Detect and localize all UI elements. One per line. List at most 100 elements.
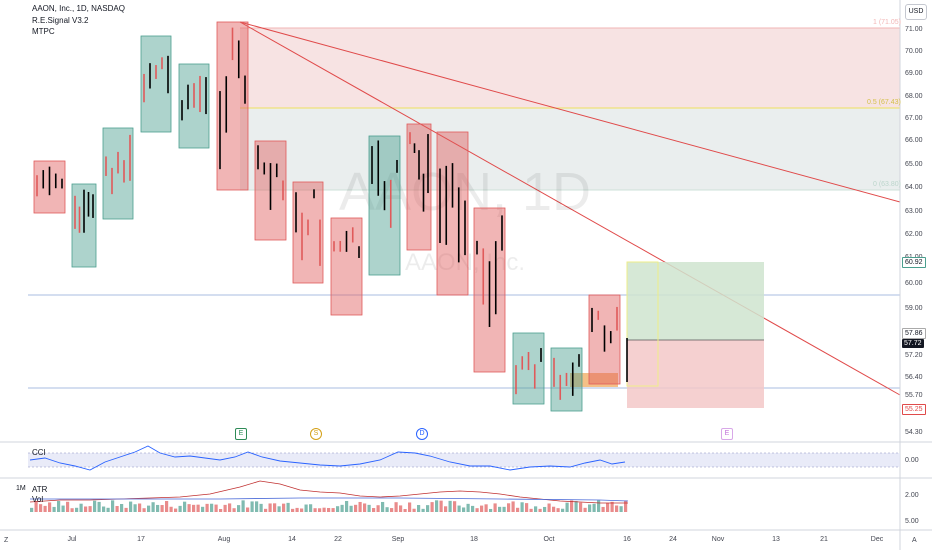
atr-1m-label: 1M	[16, 485, 26, 492]
volume-bar	[165, 501, 169, 512]
time-tick: 16	[623, 536, 631, 543]
volume-bar	[502, 506, 506, 512]
volume-bar	[70, 508, 74, 512]
volume-bar	[574, 501, 578, 512]
price-tick: 65.00	[905, 161, 923, 168]
volume-bar	[349, 505, 353, 512]
volume-bars	[30, 500, 628, 512]
price-tick: 67.00	[905, 115, 923, 122]
volume-bar	[534, 506, 538, 512]
volume-bar	[322, 507, 326, 512]
volume-bar	[268, 503, 272, 512]
volume-bar	[259, 503, 263, 512]
volume-bar	[453, 501, 457, 512]
price-tick: 63.00	[905, 208, 923, 215]
volume-bar	[133, 504, 137, 512]
volume-bar	[201, 506, 205, 512]
volume-bar	[421, 508, 425, 512]
future-earnings-event-icon[interactable]: E	[721, 428, 733, 440]
timezone-icon[interactable]: Z	[4, 537, 9, 544]
volume-bar	[214, 504, 218, 512]
volume-bar	[336, 506, 340, 512]
time-tick: 24	[669, 536, 677, 543]
signal-box	[140, 35, 172, 133]
volume-bar	[183, 501, 187, 512]
indicator-resignal[interactable]: R.E.Signal V3.2	[32, 16, 89, 25]
vol-label[interactable]: Vol	[32, 495, 44, 504]
volume-bar	[624, 500, 628, 512]
time-tick: 18	[470, 536, 478, 543]
volume-bar	[246, 507, 250, 512]
dividend-event-icon[interactable]: D	[416, 428, 428, 440]
volume-bar	[619, 506, 623, 512]
volume-bar	[120, 503, 124, 512]
volume-bar	[124, 507, 128, 512]
price-tick: 54.30	[905, 429, 923, 436]
time-tick: Nov	[711, 536, 725, 543]
price-tick: 68.00	[905, 93, 923, 100]
volume-bar	[327, 507, 331, 512]
volume-bar	[61, 505, 65, 512]
volume-bar	[448, 500, 452, 512]
volume-bar	[579, 502, 583, 512]
time-tick: Jul	[67, 536, 77, 543]
cci-line	[29, 445, 626, 471]
volume-bar	[102, 506, 106, 512]
time-tick: 17	[137, 536, 145, 543]
volume-bar	[129, 501, 133, 512]
volume-bar	[34, 501, 38, 512]
price-tick: 60.00	[905, 280, 923, 287]
volume-bar	[219, 508, 223, 512]
time-tick: Oct	[543, 536, 555, 543]
volume-bar	[57, 501, 61, 512]
volume-bar	[178, 505, 182, 512]
earnings-event-icon[interactable]: E	[235, 428, 247, 440]
volume-bar	[561, 508, 565, 512]
auto-scale-icon[interactable]: A	[912, 537, 917, 544]
volume-bar	[340, 504, 344, 512]
volume-bar	[192, 504, 196, 512]
volume-bar	[430, 502, 434, 512]
signal-box	[406, 123, 432, 251]
volume-bar	[507, 503, 511, 512]
atr-label[interactable]: ATR	[32, 485, 48, 494]
split-event-icon[interactable]: S	[310, 428, 322, 440]
volume-bar	[444, 506, 448, 512]
time-tick: 21	[820, 536, 828, 543]
cci-label[interactable]: CCI	[32, 448, 46, 457]
volume-bar	[538, 508, 542, 512]
price-tick: 55.70	[905, 392, 923, 399]
volume-bar	[394, 502, 398, 512]
volume-bar	[223, 504, 227, 512]
volume-bar	[529, 508, 533, 512]
volume-bar	[376, 505, 380, 512]
volume-bar	[412, 508, 416, 512]
fib-label-mid: 0.5 (67.43)	[867, 99, 901, 106]
symbol-title[interactable]: AAON, Inc., 1D, NASDAQ	[32, 4, 125, 13]
time-tick: 14	[288, 536, 296, 543]
volume-bar	[138, 503, 142, 512]
volume-bar	[115, 505, 119, 512]
volume-bar	[331, 508, 335, 512]
volume-bar	[466, 503, 470, 512]
volume-bar	[309, 504, 313, 512]
volume-bar	[543, 506, 547, 512]
volume-bar	[88, 506, 92, 512]
price-tick: 71.00	[905, 26, 923, 33]
volume-bar	[372, 508, 376, 512]
currency-button[interactable]: USD	[905, 4, 927, 20]
volume-bar	[151, 502, 155, 512]
volume-bar	[480, 505, 484, 512]
volume-bar	[408, 502, 412, 512]
volume-bar	[439, 500, 443, 512]
volume-bar	[592, 503, 596, 512]
volume-bar	[84, 506, 88, 512]
price-tick: 59.00	[905, 305, 923, 312]
atr-ma-line	[30, 497, 629, 502]
price-badge-last: 57.86	[902, 328, 926, 339]
indicator-mtpc[interactable]: MTPC	[32, 27, 55, 36]
volume-bar	[318, 508, 322, 512]
volume-bar	[48, 502, 52, 512]
volume-bar	[498, 506, 502, 512]
